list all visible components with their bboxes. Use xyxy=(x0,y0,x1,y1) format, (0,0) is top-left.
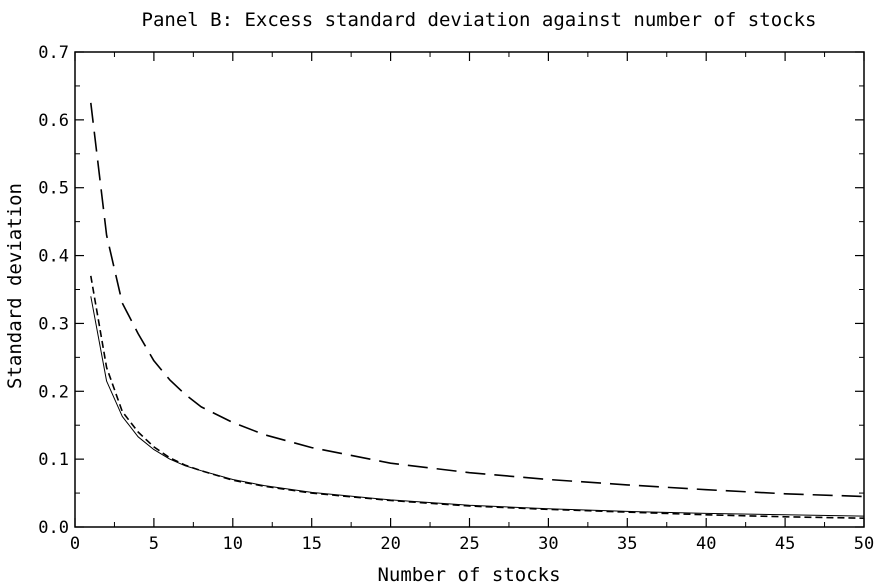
x-tick-label: 0 xyxy=(70,534,80,554)
y-tick-label: 0.6 xyxy=(38,111,69,131)
x-tick-label: 45 xyxy=(775,534,795,554)
x-tick-label: 15 xyxy=(301,534,321,554)
y-tick-label: 0.2 xyxy=(38,382,69,402)
y-tick-label: 0.7 xyxy=(38,43,69,63)
x-tick-label: 35 xyxy=(617,534,637,554)
x-tick-label: 5 xyxy=(149,534,159,554)
y-tick-label: 0.5 xyxy=(38,179,69,199)
series-lines xyxy=(90,102,865,519)
x-tick-label: 40 xyxy=(696,534,716,554)
plot-frame xyxy=(74,51,865,528)
x-tick-label: 10 xyxy=(223,534,243,554)
series-line-long-dash xyxy=(90,102,865,498)
y-tick-label: 0.1 xyxy=(38,450,69,470)
y-axis-label: Standard deviation xyxy=(4,183,26,389)
series-line-solid xyxy=(90,296,865,517)
y-tick-label: 0.3 xyxy=(38,314,69,334)
series-line-short-dash xyxy=(90,275,865,519)
axis-ticks xyxy=(74,51,865,528)
chart-title: Panel B: Excess standard deviation again… xyxy=(142,9,817,31)
x-tick-label: 30 xyxy=(538,534,558,554)
x-tick-label: 20 xyxy=(380,534,400,554)
x-tick-label: 25 xyxy=(459,534,479,554)
axis-tick-labels: 0 5 10 15 20 25 30 35 40 45 50 0.0 0.1 0.2 0.3 0.4 0.5 0.… xyxy=(38,43,874,554)
x-tick-label: 50 xyxy=(854,534,874,554)
y-tick-label: 0.0 xyxy=(38,518,69,538)
y-tick-label: 0.4 xyxy=(38,247,69,267)
x-axis-label: Number of stocks xyxy=(377,564,560,586)
